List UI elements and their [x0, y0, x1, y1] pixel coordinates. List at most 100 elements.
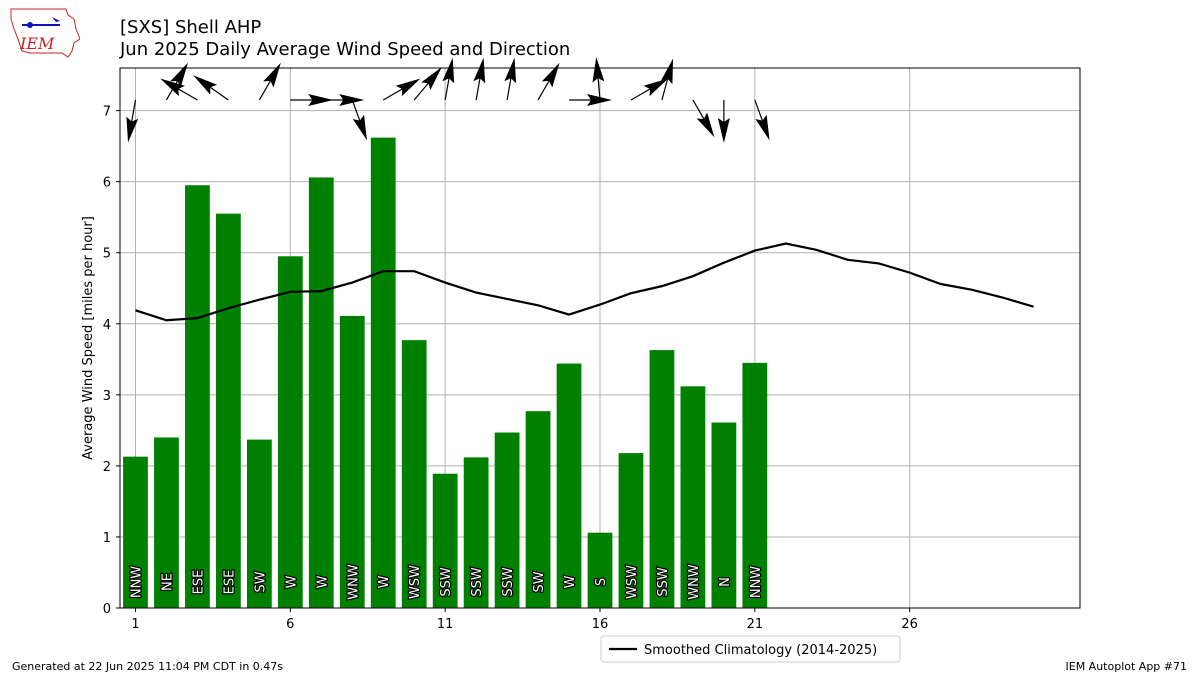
y-tick-label: 3 [103, 389, 111, 404]
arrow-head [160, 78, 185, 97]
x-tick-label: 16 [592, 617, 609, 632]
wind-arrow [717, 99, 730, 143]
direction-label: SSW [470, 567, 485, 597]
arrow-head [504, 57, 517, 84]
bar [649, 350, 675, 608]
chart-title-block: [SXS] Shell AHP Jun 2025 Daily Average W… [120, 17, 570, 61]
arrow-head [592, 57, 605, 83]
chart-title: [SXS] Shell AHP [120, 17, 262, 38]
y-tick-label: 2 [103, 460, 111, 475]
bar [463, 457, 489, 608]
direction-label: SW [253, 571, 268, 592]
iem-logo: IEM [10, 8, 80, 58]
bar [587, 532, 613, 608]
legend[interactable]: Smoothed Climatology (2014-2025) [600, 635, 901, 663]
direction-label: SSW [501, 567, 516, 597]
bar [525, 411, 551, 608]
climatology-line-group [135, 242, 1034, 322]
direction-label: NNW [129, 566, 144, 598]
wind-arrow [321, 93, 365, 106]
bar [711, 422, 737, 608]
bar [742, 362, 768, 608]
bar [246, 439, 272, 608]
bar [277, 256, 303, 608]
wind-arrow [473, 57, 486, 101]
wind-arrow [258, 62, 281, 101]
direction-label: W [377, 575, 392, 588]
wind-arrow [193, 75, 229, 101]
x-tick-label: 21 [747, 617, 764, 632]
wind-arrow [413, 67, 442, 101]
direction-label: ESE [191, 570, 206, 595]
direction-label: SW [532, 571, 547, 592]
arrow-head [352, 114, 367, 141]
wind-arrow [382, 78, 421, 101]
wind-arrow [692, 99, 715, 138]
direction-label: SSW [439, 567, 454, 597]
y-tick-label: 1 [103, 531, 111, 546]
direction-label: WSW [625, 565, 640, 599]
wind-arrow [504, 57, 517, 101]
arrow-head [126, 116, 139, 143]
x-tick-label: 11 [437, 617, 454, 632]
direction-label: NE [160, 573, 175, 591]
wind-arrow [126, 99, 139, 143]
direction-label: W [315, 575, 330, 588]
wind-arrow [537, 62, 560, 101]
bar [432, 473, 458, 608]
y-tick-label: 4 [103, 318, 111, 333]
direction-label: WNW [687, 564, 702, 600]
iem-logo-text: IEM [19, 34, 55, 53]
bar [123, 456, 148, 608]
bar [308, 177, 334, 608]
bar [494, 432, 520, 608]
arrow-head [696, 112, 715, 138]
y-axis-label: Average Wind Speed [miles per hour] [81, 216, 96, 460]
arrow-head [339, 93, 365, 106]
direction-label: WSW [408, 565, 423, 599]
bar [401, 340, 427, 608]
wind-arrow [351, 99, 367, 141]
arrow-head [421, 67, 442, 91]
wind-arrow [660, 58, 674, 101]
direction-label: W [284, 575, 299, 588]
chart-subtitle: Jun 2025 Daily Average Wind Speed and Di… [120, 39, 571, 60]
arrow-head [193, 75, 218, 95]
direction-label: NNW [749, 566, 764, 598]
bar [680, 386, 706, 608]
x-tick-label: 26 [901, 617, 918, 632]
arrow-head [308, 93, 334, 106]
arrow-head [717, 117, 730, 143]
y-tick-label: 7 [103, 105, 111, 120]
wind-arrow [290, 93, 334, 106]
legend-label: Smoothed Climatology (2014-2025) [644, 643, 877, 658]
arrow-head [170, 62, 188, 88]
direction-label: SSW [656, 567, 671, 597]
direction-label: N [718, 577, 733, 587]
wind-arrow [592, 57, 605, 101]
wind-arrow [754, 99, 770, 141]
generated-footer: Generated at 22 Jun 2025 11:04 PM CDT in… [12, 660, 284, 673]
bar [618, 453, 644, 608]
x-tick-label: 6 [286, 617, 294, 632]
direction-label: WNW [346, 564, 361, 600]
wind-arrow [160, 78, 198, 101]
wind-arrow [630, 78, 669, 101]
bar [216, 213, 241, 608]
arrow-head [263, 62, 281, 88]
bars: NNW NE ESE ESE SW W W WNW W WSW SSW SSW SSW SW W S WSW SS… [123, 137, 768, 608]
app-footer: IEM Autoplot App #71 [1065, 660, 1188, 673]
direction-label: W [563, 575, 578, 588]
y-tick-label: 5 [103, 247, 111, 262]
wind-arrow [569, 93, 613, 106]
direction-label: S [594, 578, 609, 586]
y-tick-label: 6 [103, 176, 111, 191]
wind-arrows [126, 57, 770, 143]
direction-label: ESE [222, 570, 237, 595]
arrow-head [660, 58, 674, 85]
arrow-head [755, 114, 770, 141]
bar [370, 137, 396, 608]
arrow-head [643, 78, 669, 97]
